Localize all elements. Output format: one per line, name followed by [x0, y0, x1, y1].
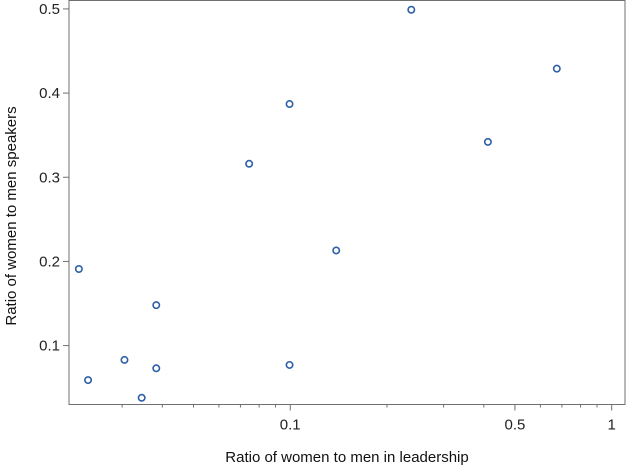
data-point-0 [74, 264, 83, 273]
data-point-8 [285, 360, 294, 369]
x-tick-label-0: 0.1 [280, 417, 301, 434]
x-tick-label-1: 0.5 [504, 417, 525, 434]
data-point-11 [483, 137, 492, 146]
data-point-1 [84, 376, 93, 385]
data-point-9 [332, 246, 341, 255]
y-tick-label-2: 0.3 [39, 169, 60, 186]
y-axis-title: Ratio of women to men speakers [3, 106, 20, 325]
x-axis: 0.1 0.5 1 [121, 404, 616, 434]
data-point-3 [137, 393, 146, 402]
y-tick-label-3: 0.4 [39, 85, 60, 102]
data-point-12 [552, 64, 561, 73]
data-point-4 [152, 301, 161, 310]
data-point-10 [407, 5, 416, 14]
data-point-5 [152, 364, 161, 373]
data-point-7 [285, 100, 294, 109]
y-tick-label-1: 0.2 [39, 253, 60, 270]
y-axis: 0.1 0.2 0.3 0.4 0.5 [39, 1, 69, 355]
x-axis-title: Ratio of women to men in leadership [225, 449, 468, 466]
x-tick-label-2: 1 [608, 417, 616, 434]
data-points [74, 5, 561, 402]
data-point-2 [120, 355, 129, 364]
plot-frame [68, 0, 626, 405]
y-tick-label-4: 0.5 [39, 1, 60, 18]
data-point-6 [245, 159, 254, 168]
y-tick-label-0: 0.1 [39, 338, 60, 355]
